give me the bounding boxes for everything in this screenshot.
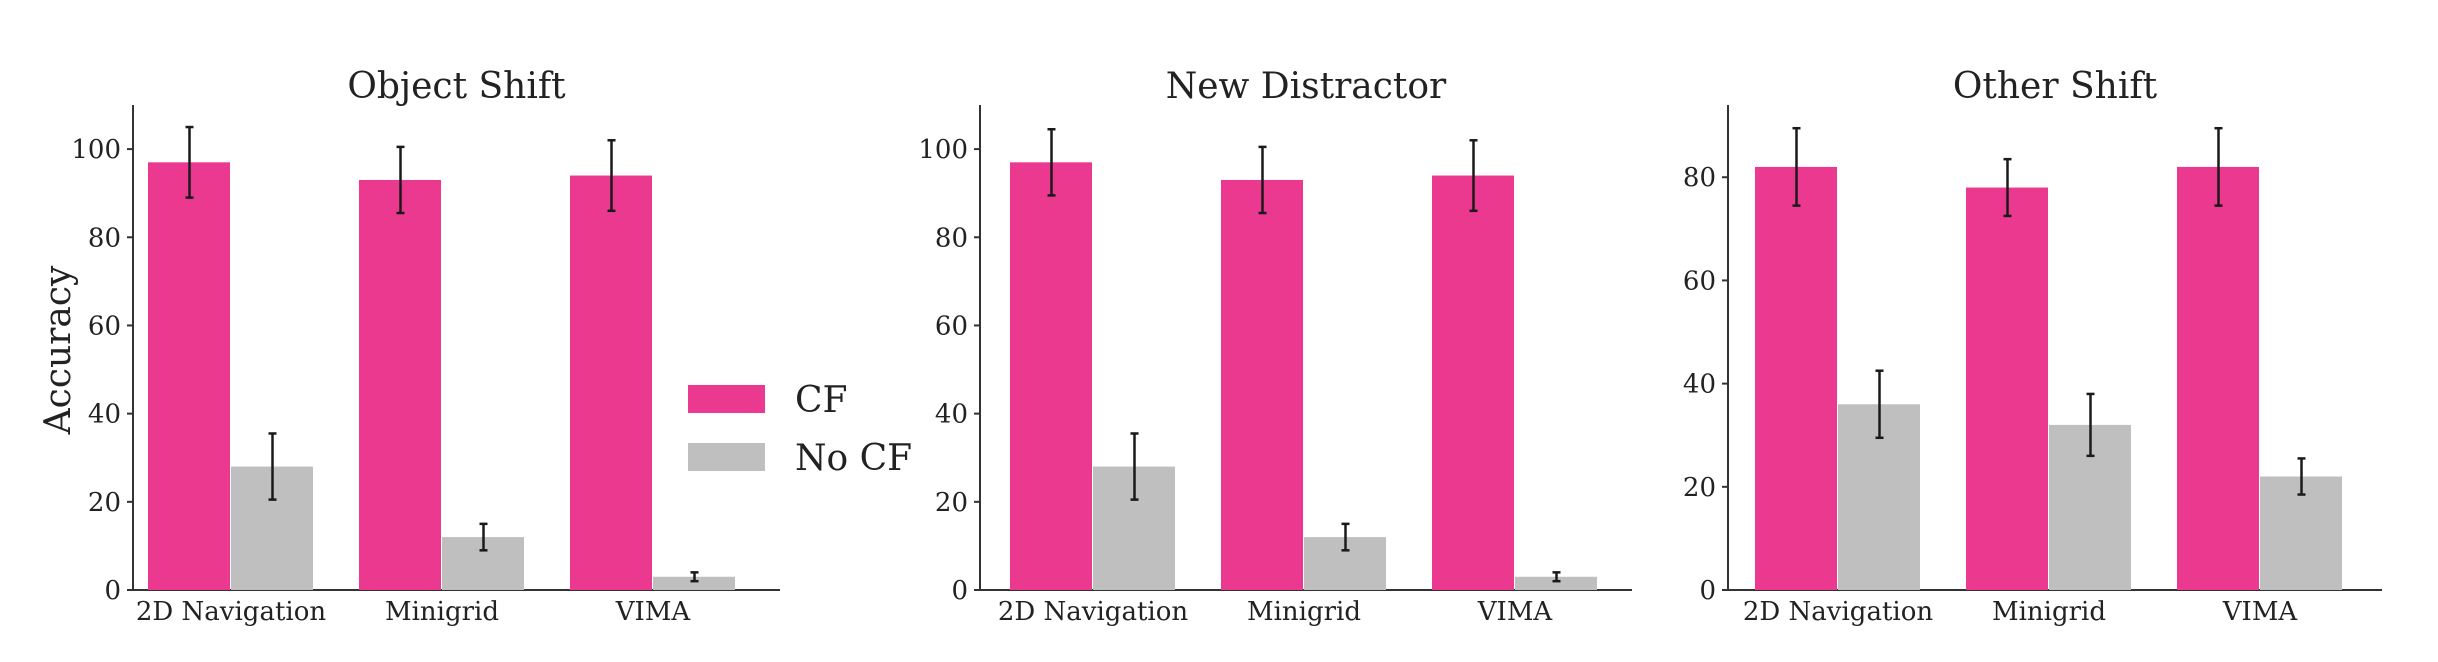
legend-swatch: [688, 443, 765, 471]
chart-title: Other Shift: [1953, 66, 2158, 107]
error-bar: [690, 571, 699, 583]
bar-no-cf: [653, 576, 735, 590]
y-tick-label: 80: [88, 223, 121, 253]
y-tick-label: 40: [88, 400, 121, 430]
error-bar: [1792, 126, 1801, 207]
x-tick-label: VIMA: [2222, 597, 2299, 627]
y-tick-label: 0: [1699, 576, 1716, 606]
y-tick-label: 40: [935, 400, 968, 430]
legend: CF No CF: [688, 380, 912, 479]
error-bar: [1130, 432, 1139, 501]
chart-panel-2: New Distractor 0 20 40 60 80 100 2D Navigation M…: [918, 66, 1632, 627]
error-bar: [2214, 126, 2223, 207]
legend-swatch: [688, 385, 765, 413]
x-tick-label: 2D Navigation: [998, 597, 1188, 627]
charts: Object Shift 0 20 40 60 80 100 2D Navigation Min…: [71, 66, 2382, 627]
chart-panel-1: Object Shift 0 20 40 60 80 100 2D Navigation Min…: [71, 66, 780, 627]
error-bar: [2297, 457, 2306, 496]
y-tick-label: 20: [1683, 473, 1716, 503]
error-bar: [1552, 571, 1561, 583]
error-bar: [185, 125, 194, 199]
x-tick-label: Minigrid: [1247, 597, 1361, 627]
bar-cf: [1966, 187, 2048, 590]
y-tick-label: 100: [71, 135, 121, 165]
bar-cf: [1221, 179, 1303, 591]
error-bar: [1258, 145, 1267, 215]
y-tick-label: 80: [935, 223, 968, 253]
y-tick-label: 80: [1683, 163, 1716, 193]
x-tick-label: VIMA: [615, 597, 692, 627]
y-tick-label: 100: [918, 135, 968, 165]
y-tick-label: 60: [935, 311, 968, 341]
error-bar: [396, 145, 405, 215]
bar-cf: [1010, 162, 1092, 590]
y-tick-label: 20: [935, 488, 968, 518]
error-bar: [1875, 369, 1884, 440]
bar-cf: [359, 179, 441, 591]
legend-item-cf: CF: [688, 380, 848, 421]
error-bar: [2086, 392, 2095, 458]
y-tick-label: 40: [1683, 370, 1716, 400]
y-axis-label: Accuracy: [38, 265, 79, 435]
y-tick-label: 60: [88, 311, 121, 341]
chart-panel-3: Other Shift 0 20 40 60 80 2D Navigation Minigri…: [1683, 66, 2382, 627]
legend-label: CF: [795, 380, 848, 421]
x-tick-label: 2D Navigation: [1743, 597, 1933, 627]
chart-title: New Distractor: [1166, 66, 1447, 107]
legend-label: No CF: [795, 438, 912, 479]
bar-cf: [570, 175, 652, 590]
error-bar: [479, 522, 488, 552]
error-bar: [268, 432, 277, 501]
x-tick-label: 2D Navigation: [136, 597, 326, 627]
y-tick-label: 60: [1683, 266, 1716, 296]
bar-cf: [1432, 175, 1514, 590]
x-tick-label: VIMA: [1477, 597, 1554, 627]
legend-item-no-cf: No CF: [688, 438, 912, 479]
bar-cf: [148, 162, 230, 590]
error-bar: [1341, 522, 1350, 552]
bar-cf: [2177, 166, 2259, 590]
y-tick-label: 20: [88, 488, 121, 518]
error-bar: [607, 139, 616, 213]
error-bar: [1047, 128, 1056, 197]
error-bar: [2003, 157, 2012, 218]
x-tick-label: Minigrid: [385, 597, 499, 627]
error-bar: [1469, 139, 1478, 213]
bar-no-cf: [1515, 576, 1597, 590]
chart-title: Object Shift: [347, 66, 566, 107]
y-tick-label: 0: [951, 576, 968, 606]
x-tick-label: Minigrid: [1992, 597, 2106, 627]
y-tick-label: 0: [104, 576, 121, 606]
bar-cf: [1755, 166, 1837, 590]
